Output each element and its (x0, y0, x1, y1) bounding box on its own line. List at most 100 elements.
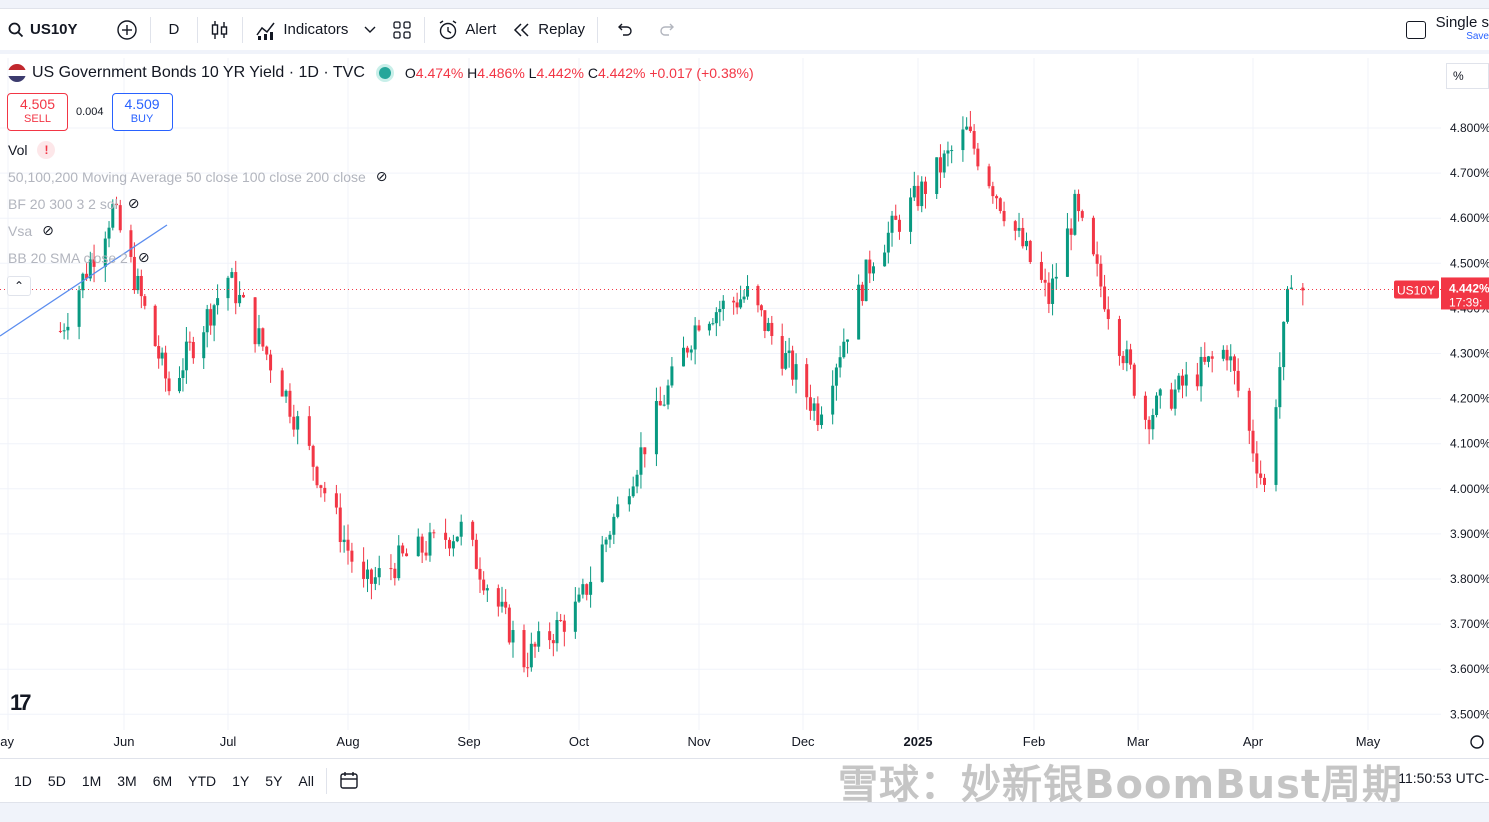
candle (742, 289, 746, 303)
candle-body (998, 198, 1002, 211)
redo-button[interactable] (646, 9, 690, 50)
indicator-vol[interactable]: Vol ! (8, 141, 56, 159)
candle-body (991, 186, 995, 197)
alert-button[interactable]: Alert (429, 9, 504, 50)
candle-body (111, 203, 115, 228)
candle-body (658, 401, 662, 406)
candle-body (397, 545, 401, 579)
candle-body (912, 185, 916, 198)
eye-hidden-icon[interactable]: ⊘ (375, 168, 388, 184)
warning-icon[interactable]: ! (37, 141, 56, 159)
candle (816, 396, 820, 432)
range-button-5d[interactable]: 5D (47, 772, 66, 789)
settings-icon[interactable] (1470, 735, 1484, 749)
candle-body (107, 227, 111, 239)
candle (864, 259, 868, 302)
candle-body (522, 630, 526, 668)
candle (1028, 239, 1032, 264)
clock[interactable]: 11:50:53 UTC- (1398, 770, 1489, 786)
layout-icon[interactable] (1405, 20, 1426, 39)
price-axis[interactable]: 4.800%4.700%4.600%4.500%4.400%4.300%4.20… (1441, 58, 1489, 730)
price-chart[interactable]: US10Y (0, 58, 1441, 730)
candle (711, 318, 715, 326)
candle (77, 285, 81, 340)
candle (604, 537, 608, 553)
us-flag-icon (8, 64, 26, 82)
candle (1147, 416, 1151, 445)
eye-hidden-icon[interactable]: ⊘ (127, 195, 140, 211)
candle (662, 394, 666, 407)
indicators-dropdown[interactable] (356, 9, 384, 50)
indicators-button[interactable]: Indicators (247, 9, 356, 50)
candle (707, 321, 711, 336)
indicator-vsa[interactable]: Vsa ⊘ (8, 222, 54, 239)
candle-body (612, 516, 616, 535)
tradingview-logo[interactable]: 17 (10, 690, 32, 715)
range-button-1m[interactable]: 1M (81, 772, 102, 789)
candle (428, 522, 432, 562)
candle-body (916, 185, 920, 207)
candle-body (920, 181, 924, 207)
symbol-search[interactable]: US10Y (0, 9, 86, 50)
candle (1247, 387, 1251, 445)
templates-button[interactable] (384, 9, 420, 50)
eye-hidden-icon[interactable]: ⊘ (137, 249, 150, 265)
candle-body (1286, 288, 1289, 322)
percent-scale-toggle[interactable]: % (1446, 63, 1489, 89)
trend-line[interactable] (0, 224, 168, 337)
indicator-bb[interactable]: BB 20 SMA close 2 ⊘ (8, 249, 150, 266)
candle (548, 622, 552, 650)
candle (373, 566, 377, 591)
candle-body (1225, 349, 1229, 361)
candle-body (1143, 395, 1147, 420)
buy-button[interactable]: 4.509 BUY (111, 93, 173, 131)
candle (1173, 379, 1177, 416)
candle (143, 293, 147, 310)
range-button-ytd[interactable]: YTD (188, 772, 217, 789)
interval-button[interactable]: D (155, 9, 194, 50)
candle-body (890, 215, 894, 233)
replay-button[interactable]: Replay (504, 9, 593, 50)
indicator-bf[interactable]: BF 20 300 3 2 sol ⊘ (8, 195, 139, 212)
goto-date-button[interactable] (331, 759, 369, 802)
layout-name[interactable]: Single s Save (1436, 15, 1489, 44)
candle-body (62, 330, 66, 332)
candle (1203, 342, 1207, 365)
range-button-3m[interactable]: 3M (117, 772, 137, 789)
sell-button[interactable]: 4.505 SELL (7, 93, 68, 131)
compare-button[interactable] (86, 9, 146, 50)
candle-body (103, 238, 107, 267)
candle (1091, 215, 1095, 257)
candle (455, 536, 459, 543)
candle-body (972, 131, 976, 149)
candle-body (1289, 287, 1293, 289)
current-price-badge (1441, 277, 1489, 310)
candle (424, 540, 428, 561)
candle-body (1169, 389, 1173, 409)
candle-body (1117, 319, 1121, 356)
range-button-6m[interactable]: 6M (152, 772, 173, 789)
range-button-all[interactable]: All (298, 772, 314, 789)
range-button-1d[interactable]: 1D (14, 772, 32, 789)
candle (968, 110, 972, 133)
undo-button[interactable] (602, 9, 646, 50)
collapse-legend-button[interactable]: ⌃ (7, 276, 31, 296)
eye-hidden-icon[interactable]: ⊘ (42, 222, 54, 238)
candle-body (1232, 356, 1236, 371)
candle-body (350, 550, 354, 562)
candle (991, 181, 995, 204)
range-button-5y[interactable]: 5Y (265, 772, 283, 789)
open-key: O (404, 65, 416, 81)
trade-panel: 4.505 SELL 0.004 4.509 BUY (7, 93, 173, 131)
candle (129, 224, 133, 263)
indicator-moving-average[interactable]: 50,100,200 Moving Average 50 close 100 c… (8, 168, 388, 185)
time-axis[interactable]: ay Jun Jul Aug Sep Oct Nov Dec 2025 Feb Mar Apr May (0, 730, 1489, 756)
range-button-1y[interactable]: 1Y (232, 772, 250, 789)
candle-body (756, 286, 760, 306)
candle-body (631, 486, 635, 497)
chart-type-button[interactable] (202, 9, 238, 50)
candle-body (1080, 211, 1084, 218)
candle-body (216, 298, 220, 306)
candle (1177, 373, 1181, 393)
legend-title[interactable]: US Government Bonds 10 YR Yield · 1D · T… (32, 64, 365, 81)
